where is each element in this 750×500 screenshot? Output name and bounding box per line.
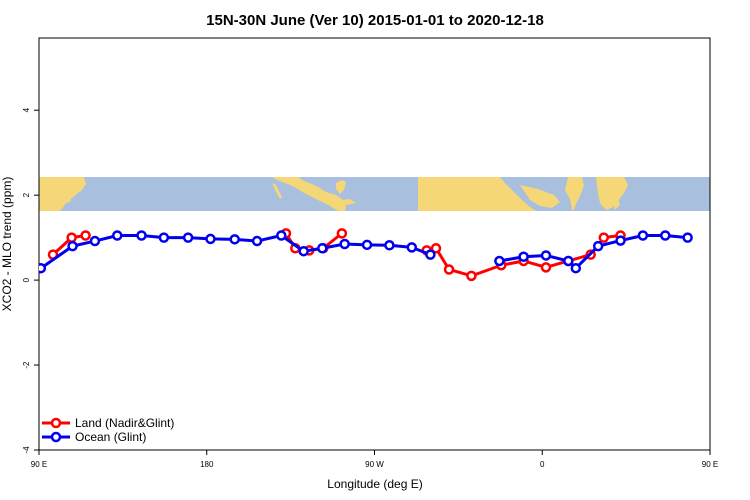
legend-label: Ocean (Glint) <box>75 430 146 444</box>
map-land-florida <box>336 180 346 194</box>
data-point <box>336 228 348 239</box>
series-line <box>499 234 688 270</box>
data-point <box>39 262 47 274</box>
data-point <box>80 230 91 241</box>
data-point <box>540 262 552 273</box>
legend-swatch-marker <box>50 417 62 429</box>
map-land-se-asia <box>596 177 628 210</box>
map-land-baja <box>272 183 282 199</box>
legend-label: Land (Nadir&Glint) <box>75 416 174 430</box>
x-axis: 90 E 180 90 W 0 90 E <box>31 450 718 469</box>
map-land-cuba <box>336 199 356 205</box>
data-point <box>570 262 582 274</box>
data-point <box>430 242 442 254</box>
map-land-north-america <box>272 177 346 211</box>
data-point <box>182 232 194 243</box>
data-point <box>563 255 574 267</box>
data-point <box>592 240 604 252</box>
data-point <box>298 245 309 257</box>
data-point <box>660 230 671 241</box>
y-tick-label: -4 <box>22 446 31 454</box>
data-point <box>494 255 505 267</box>
data-point <box>251 235 263 247</box>
series-layer <box>39 228 693 282</box>
data-point <box>317 242 328 254</box>
data-point <box>339 238 350 250</box>
x-tick-label: 0 <box>540 460 545 469</box>
data-point <box>637 230 649 241</box>
x-tick-label: 90 E <box>31 460 47 469</box>
y-axis-label: XCO2 - MLO trend (ppm) <box>0 177 14 312</box>
data-point <box>112 230 123 241</box>
legend-swatch-marker <box>50 431 62 443</box>
data-point <box>682 232 693 243</box>
data-point <box>540 250 552 261</box>
x-axis-label: Longitude (deg E) <box>327 477 422 491</box>
y-tick-label: -2 <box>22 361 31 369</box>
x-tick-label: 90 E <box>702 460 718 469</box>
map-land-africa <box>418 177 536 211</box>
data-point <box>384 240 395 251</box>
map-land-arabia <box>520 185 560 208</box>
data-point <box>615 235 626 246</box>
y-axis: -4 -2 0 2 4 <box>22 107 39 454</box>
map-land-indochina <box>612 196 620 210</box>
data-point <box>205 233 216 245</box>
x-tick-label: 180 <box>200 460 214 469</box>
data-point <box>425 249 436 260</box>
data-point <box>598 232 610 243</box>
y-tick-label: 4 <box>22 107 31 112</box>
data-point <box>518 251 529 262</box>
data-point <box>443 264 455 275</box>
legend: Land (Nadir&Glint)Ocean (Glint) <box>42 416 174 444</box>
series-1 <box>39 230 693 274</box>
data-point <box>406 242 418 253</box>
data-point <box>361 239 373 251</box>
data-point <box>66 232 77 243</box>
chart-title: 15N-30N June (Ver 10) 2015-01-01 to 2020… <box>206 12 544 29</box>
map-land-asia-left <box>39 177 86 211</box>
data-point <box>158 232 170 243</box>
world-map-band <box>39 177 710 211</box>
data-point <box>89 235 101 247</box>
data-point <box>466 270 477 282</box>
data-point <box>136 230 147 241</box>
y-tick-label: 0 <box>22 277 31 282</box>
y-tick-label: 2 <box>22 192 31 197</box>
map-land-taiwan <box>66 196 71 203</box>
data-point <box>67 240 78 252</box>
x-tick-label: 90 W <box>365 460 384 469</box>
data-point <box>229 234 240 245</box>
data-point <box>276 230 287 241</box>
map-land-india <box>565 177 584 210</box>
